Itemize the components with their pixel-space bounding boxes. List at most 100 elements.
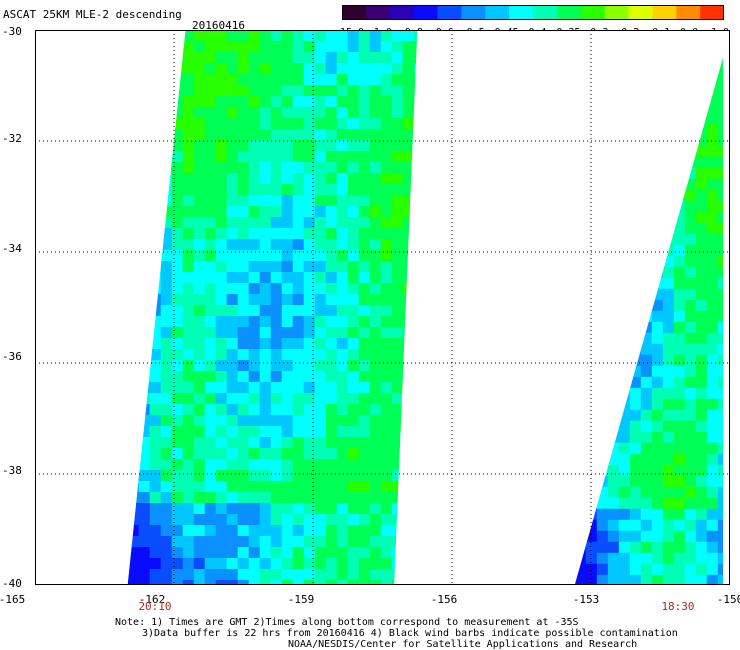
wind-cell bbox=[226, 404, 239, 416]
wind-cell bbox=[237, 470, 250, 482]
wind-cell bbox=[226, 228, 239, 240]
wind-cell bbox=[706, 574, 719, 585]
wind-cell bbox=[336, 217, 349, 229]
wind-cell bbox=[585, 222, 598, 235]
wind-cell bbox=[413, 558, 418, 570]
wind-cell bbox=[248, 393, 261, 405]
wind-cell bbox=[138, 228, 151, 240]
wind-cell bbox=[369, 261, 382, 273]
wind-cell bbox=[336, 250, 349, 262]
wind-cell bbox=[413, 426, 418, 438]
wind-cell bbox=[662, 409, 675, 422]
wind-cell bbox=[695, 376, 708, 389]
wind-cell bbox=[380, 272, 393, 284]
wind-cell bbox=[596, 321, 609, 334]
wind-cell bbox=[226, 239, 239, 251]
wind-cell bbox=[237, 250, 250, 262]
wind-cell bbox=[248, 558, 261, 570]
wind-cell bbox=[574, 508, 587, 521]
color-scale-swatch bbox=[676, 5, 701, 20]
wind-cell bbox=[391, 206, 404, 218]
wind-cell bbox=[391, 349, 404, 361]
wind-cell bbox=[215, 195, 228, 207]
wind-cell bbox=[706, 288, 719, 301]
product-date: 20160416 bbox=[192, 19, 245, 32]
wind-cell bbox=[160, 327, 173, 339]
wind-cell bbox=[149, 371, 162, 383]
wind-cell bbox=[585, 530, 598, 543]
wind-cell bbox=[314, 118, 327, 130]
wind-cell bbox=[662, 79, 675, 92]
wind-cell bbox=[706, 101, 719, 114]
wind-cell bbox=[717, 442, 724, 455]
wind-cell bbox=[607, 332, 620, 345]
wind-cell bbox=[336, 118, 349, 130]
wind-cell bbox=[171, 503, 184, 515]
wind-cell bbox=[618, 68, 631, 81]
wind-cell bbox=[248, 349, 261, 361]
wind-cell bbox=[127, 349, 140, 361]
wind-cell bbox=[640, 90, 653, 103]
wind-cell bbox=[574, 200, 587, 213]
wind-cell bbox=[347, 503, 360, 515]
wind-cell bbox=[215, 151, 228, 163]
wind-cell bbox=[574, 222, 587, 235]
wind-cell bbox=[369, 52, 382, 64]
wind-cell bbox=[629, 200, 642, 213]
wind-cell bbox=[585, 101, 598, 114]
wind-cell bbox=[314, 206, 327, 218]
wind-cell bbox=[226, 580, 239, 585]
wind-cell bbox=[259, 459, 272, 471]
wind-cell bbox=[574, 354, 587, 367]
wind-cell bbox=[270, 503, 283, 515]
wind-cell bbox=[402, 393, 415, 405]
wind-cell bbox=[248, 371, 261, 383]
wind-cell bbox=[695, 178, 708, 191]
wind-cell bbox=[684, 101, 697, 114]
wind-cell bbox=[292, 96, 305, 108]
wind-cell bbox=[673, 211, 686, 224]
wind-cell bbox=[127, 459, 140, 471]
wind-cell bbox=[193, 283, 206, 295]
wind-cell bbox=[618, 365, 631, 378]
wind-cell bbox=[193, 294, 206, 306]
wind-cell bbox=[182, 404, 195, 416]
wind-cell bbox=[149, 30, 162, 42]
wind-cell bbox=[684, 178, 697, 191]
wind-cell bbox=[640, 266, 653, 279]
wind-cell bbox=[717, 530, 724, 543]
wind-cell bbox=[629, 101, 642, 114]
wind-cell bbox=[585, 321, 598, 334]
wind-cell bbox=[193, 129, 206, 141]
map-plot-area[interactable] bbox=[35, 30, 730, 585]
wind-cell bbox=[662, 574, 675, 585]
wind-cell bbox=[226, 140, 239, 152]
wind-cell bbox=[358, 63, 371, 75]
wind-cell bbox=[695, 57, 708, 70]
wind-cell bbox=[182, 558, 195, 570]
wind-cell bbox=[226, 151, 239, 163]
wind-cell bbox=[336, 184, 349, 196]
wind-cell bbox=[369, 536, 382, 548]
wind-cell bbox=[248, 261, 261, 273]
wind-cell bbox=[193, 459, 206, 471]
wind-cell bbox=[281, 360, 294, 372]
wind-cell bbox=[204, 118, 217, 130]
wind-cell bbox=[215, 371, 228, 383]
wind-cell bbox=[270, 415, 283, 427]
wind-cell bbox=[292, 85, 305, 97]
wind-cell bbox=[596, 211, 609, 224]
wind-cell bbox=[574, 68, 587, 81]
color-scale-swatch bbox=[509, 5, 534, 20]
wind-cell bbox=[270, 481, 283, 493]
wind-cell bbox=[651, 299, 664, 312]
wind-cell bbox=[706, 453, 719, 466]
wind-cell bbox=[160, 382, 173, 394]
wind-cell bbox=[204, 404, 217, 416]
wind-cell bbox=[695, 189, 708, 202]
wind-cell bbox=[204, 305, 217, 317]
wind-cell bbox=[369, 349, 382, 361]
wind-cell bbox=[270, 250, 283, 262]
wind-cell bbox=[585, 563, 598, 576]
wind-cell bbox=[160, 514, 173, 526]
